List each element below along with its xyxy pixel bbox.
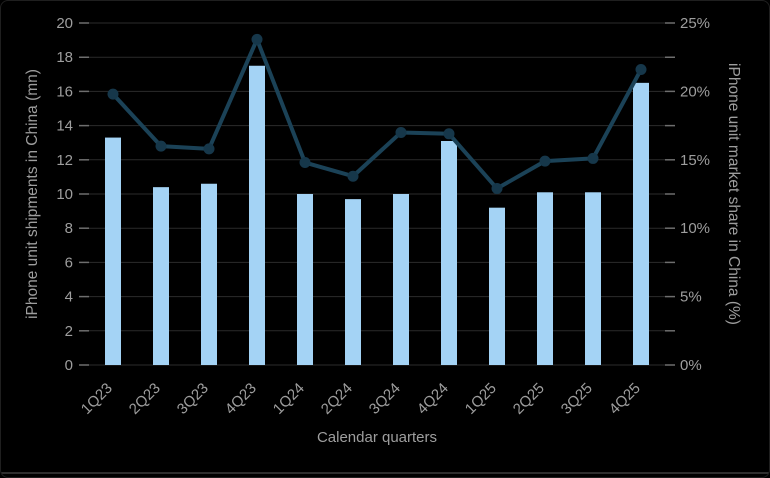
right-axis-tick-label: 5% — [680, 289, 702, 306]
y-axis-title-right: iPhone unit market share in China (%) — [725, 63, 742, 325]
x-axis-tick-label: 3Q25 — [558, 380, 596, 418]
x-axis-tick-label: 3Q23 — [174, 380, 212, 418]
shipments-bar — [105, 137, 121, 365]
x-axis-tick-label: 1Q23 — [78, 380, 116, 418]
x-axis-tick-label: 2Q25 — [510, 380, 548, 418]
market-share-line — [111, 37, 643, 191]
market-share-marker — [635, 64, 647, 76]
shipments-bar — [633, 82, 649, 365]
shipments-bar — [201, 183, 217, 365]
x-axis-tick-label: 4Q23 — [222, 380, 260, 418]
market-share-marker — [107, 88, 119, 100]
market-share-marker — [203, 143, 215, 155]
right-axis-tick-label: 10% — [680, 220, 710, 237]
left-axis-tick-label: 14 — [56, 118, 73, 135]
market-share-marker — [155, 140, 167, 152]
market-share-marker — [539, 155, 551, 167]
shipments-bar — [441, 140, 457, 365]
market-share-marker — [395, 126, 407, 138]
left-axis-tick-label: 8 — [65, 220, 73, 237]
left-axis-tick-label: 16 — [56, 83, 73, 100]
x-axis-tick-label: 4Q24 — [414, 380, 452, 418]
right-axis-tick-label: 20% — [680, 83, 710, 100]
x-axis-tick-label: 2Q23 — [126, 380, 164, 418]
left-axis-tick-label: 18 — [56, 49, 73, 66]
left-axis-tick-label: 10 — [56, 186, 73, 203]
x-axis-tick-label: 1Q24 — [270, 380, 308, 418]
left-axis-tick-label: 2 — [65, 323, 73, 340]
shipments-bar — [393, 194, 409, 365]
shipments-bar — [489, 207, 505, 365]
market-share-marker — [587, 152, 599, 164]
left-axis-tick-label: 20 — [56, 15, 73, 32]
window-bottom-edge — [1, 472, 769, 474]
right-axis-tick-label: 25% — [680, 15, 710, 32]
market-share-marker — [299, 157, 311, 169]
shipments-bar — [297, 194, 313, 365]
x-axis-tick-label: 2Q24 — [318, 380, 356, 418]
shipments-bar — [249, 65, 265, 365]
market-share-marker — [491, 183, 503, 195]
market-share-marker — [251, 33, 263, 45]
x-axis-tick-label: 3Q24 — [366, 380, 404, 418]
right-axis-tick-label: 0% — [680, 357, 702, 374]
left-axis-tick-label: 0 — [65, 357, 73, 374]
shipments-bar — [585, 192, 601, 365]
x-axis-title: Calendar quarters — [317, 429, 437, 446]
left-axis-tick-label: 12 — [56, 152, 73, 169]
left-axis-tick-label: 6 — [65, 254, 73, 271]
left-axis-tick-label: 4 — [65, 289, 73, 306]
market-share-marker — [347, 170, 359, 182]
shipments-bar — [537, 192, 553, 365]
y-axis-title-left: iPhone unit shipments in China (mn) — [24, 69, 41, 319]
market-share-marker — [443, 128, 455, 140]
right-axis-tick-label: 15% — [680, 152, 710, 169]
x-axis-tick-label: 4Q25 — [606, 380, 644, 418]
shipments-bar — [153, 187, 169, 365]
shipments-bar — [345, 199, 361, 365]
x-axis-tick-label: 1Q25 — [462, 380, 500, 418]
